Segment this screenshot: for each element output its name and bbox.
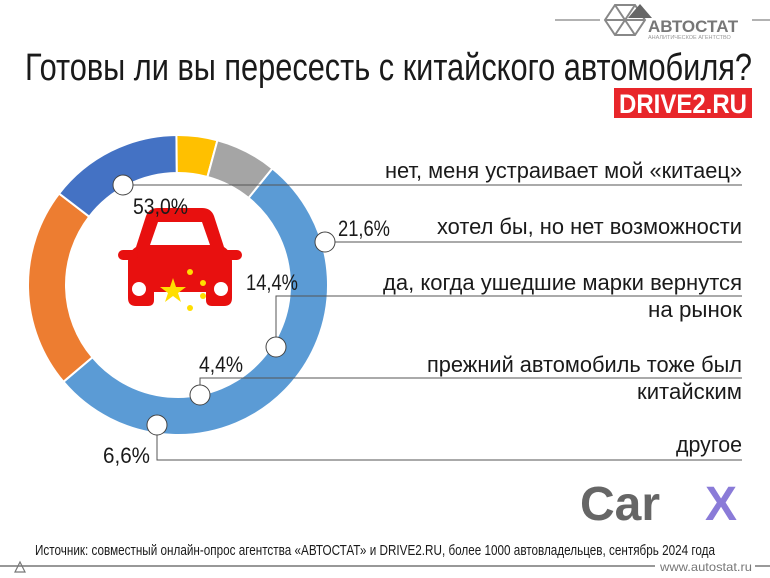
- value-label-2: 14,4%: [246, 270, 298, 295]
- value-label-0: 53,0%: [133, 194, 188, 219]
- category-label-1: хотел бы, но нет возможности: [437, 214, 742, 239]
- marker-4: [146, 414, 168, 436]
- source-note: Источник: совместный онлайн-опрос агентс…: [35, 542, 716, 559]
- value-label-1: 21,6%: [338, 216, 390, 241]
- category-label-2-line-2: на рынок: [648, 297, 742, 322]
- marker-0: [112, 174, 134, 196]
- autostat-triangle-icon: [628, 4, 652, 18]
- autostat-small-icon: [14, 560, 26, 573]
- value-label-4: 6,6%: [103, 443, 150, 468]
- category-label-4: другое: [676, 432, 742, 457]
- carx-logo: Car X: [580, 478, 737, 531]
- marker-3: [189, 384, 211, 406]
- leader-lines: [123, 184, 742, 461]
- carx-logo-x: X: [705, 478, 737, 531]
- footer-url[interactable]: www.autostat.ru: [659, 560, 752, 574]
- page-title: Готовы ли вы пересесть с китайского авто…: [25, 47, 752, 89]
- marker-2: [265, 336, 287, 358]
- markers: [112, 174, 336, 436]
- drive2-logo: [614, 88, 752, 118]
- leader-line-4: [156, 425, 742, 461]
- carx-logo-car: Car: [580, 478, 660, 531]
- category-label-3-line-2: китайским: [637, 379, 742, 404]
- category-label-3-line-1: прежний автомобиль тоже был: [427, 352, 742, 377]
- category-label-2-line-1: да, когда ушедшие марки вернутся: [383, 270, 742, 295]
- car-with-chinese-flag-icon: [118, 208, 242, 311]
- autostat-emblem-icon: [603, 4, 647, 36]
- brand-logo: АВТОСТАТ: [648, 17, 739, 36]
- marker-1: [314, 231, 336, 253]
- brand-subtitle: АНАЛИТИЧЕСКОЕ АГЕНТСТВО: [648, 35, 732, 41]
- category-label-0: нет, меня устраивает мой «китаец»: [385, 158, 742, 183]
- donut-slice-4: [206, 139, 274, 200]
- autostat-logo: АВТОСТАТ АНАЛИТИЧЕСКОЕ АГЕНТСТВО: [555, 4, 770, 41]
- donut-slice-0: [62, 167, 329, 436]
- value-label-3: 4,4%: [199, 352, 243, 377]
- donut-slice-1: [27, 192, 94, 384]
- leader-line-2: [275, 295, 742, 347]
- drive2-logo-text: DRIVE2.RU: [619, 89, 747, 119]
